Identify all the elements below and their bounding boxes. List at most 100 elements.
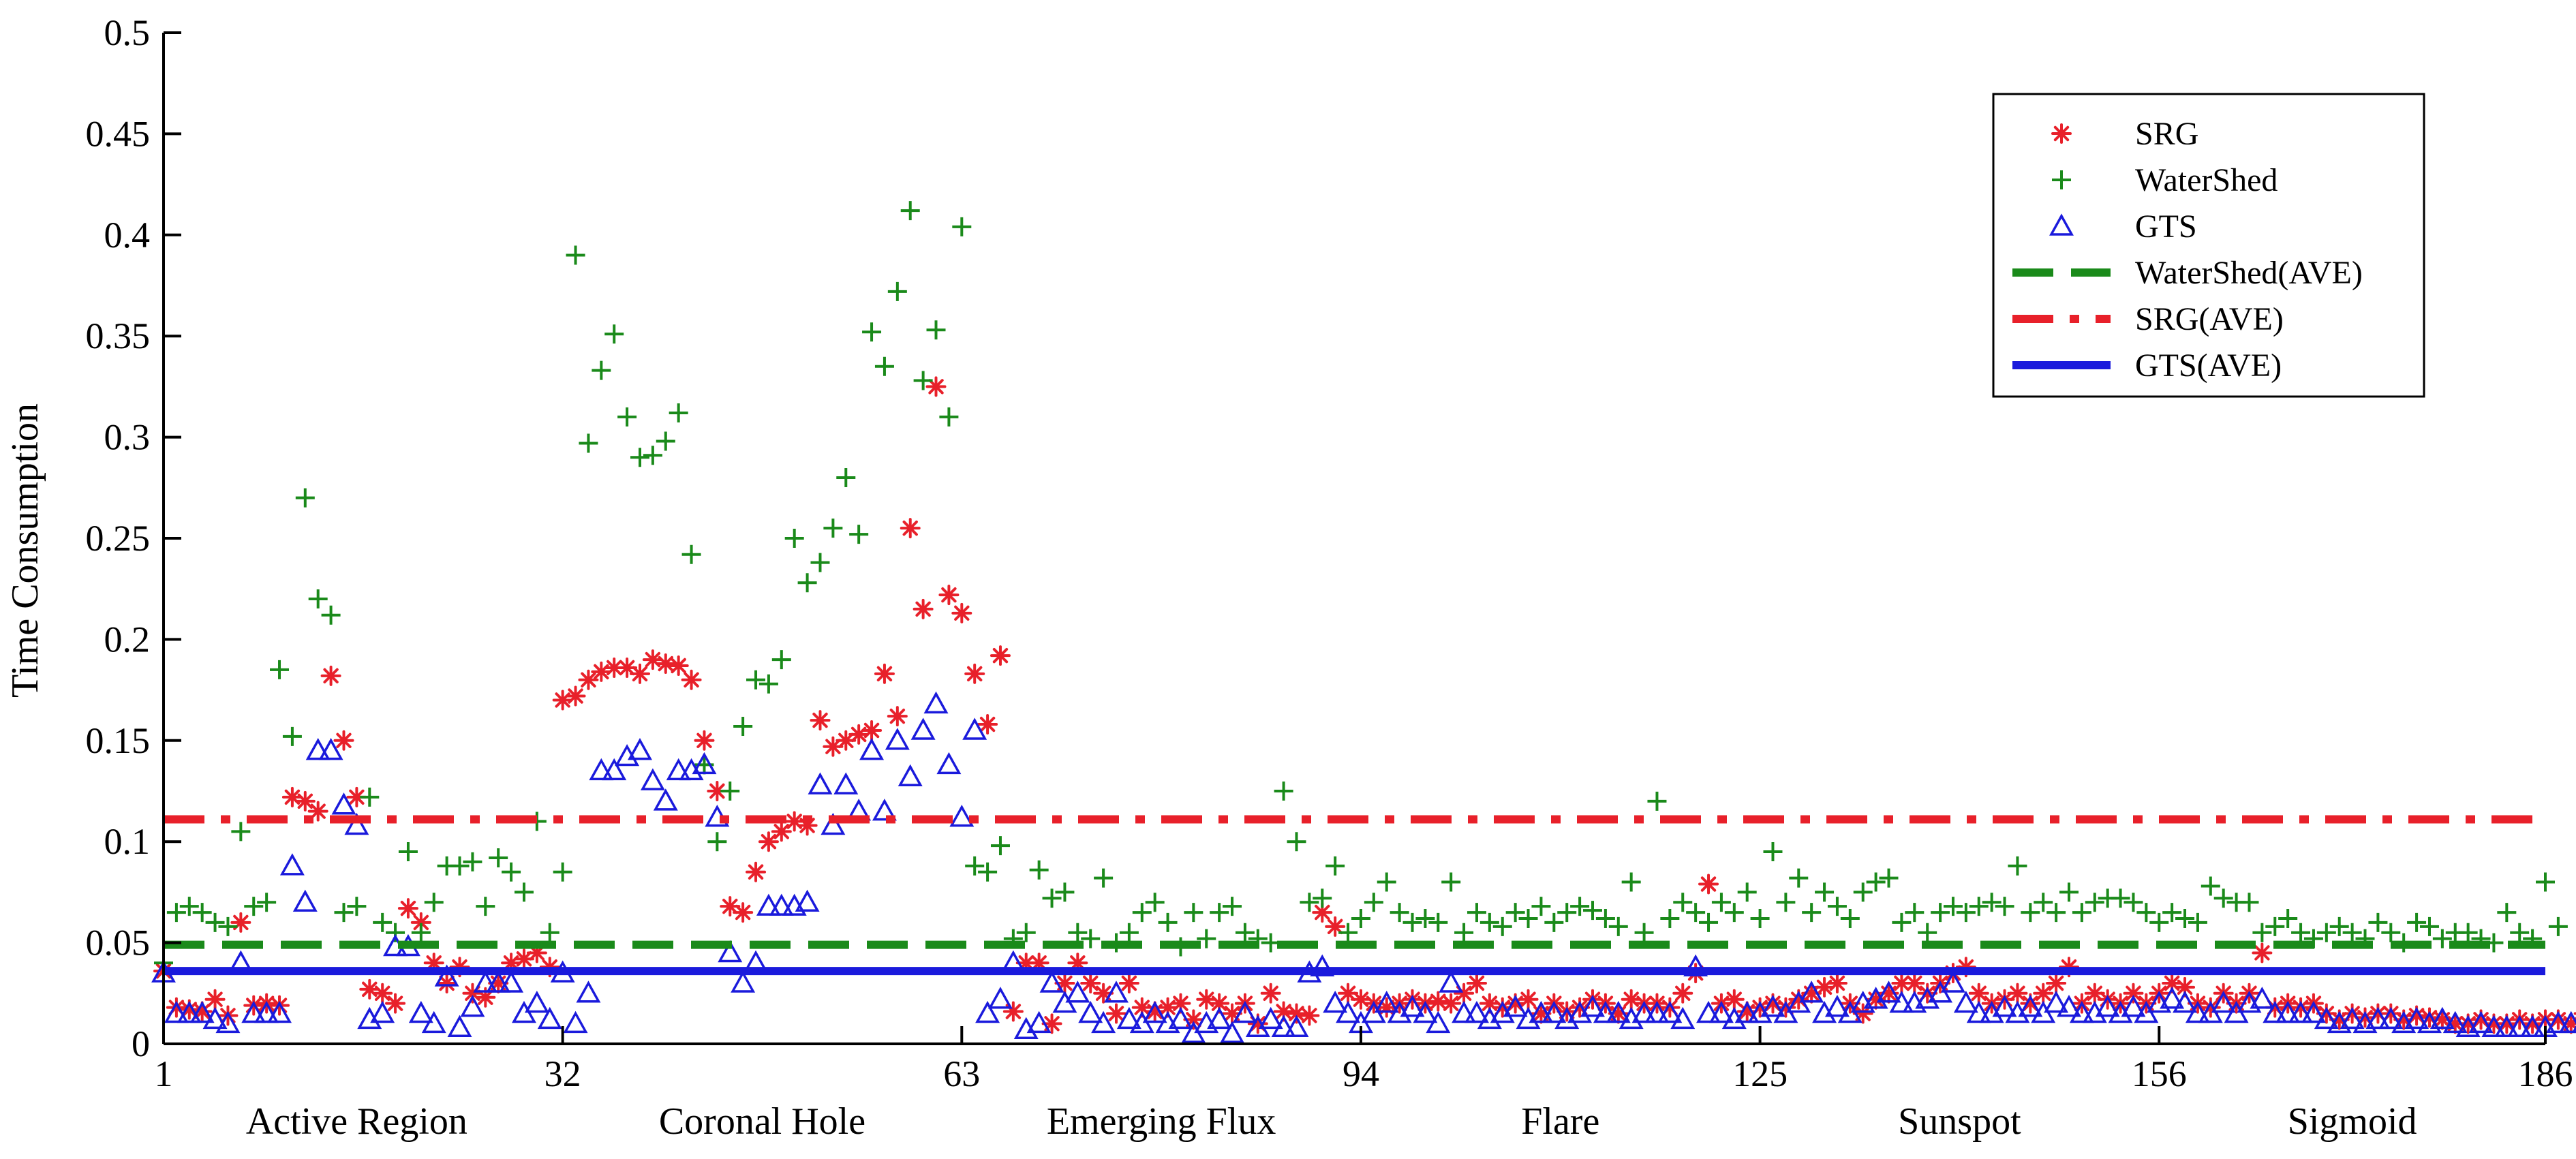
gts-point — [666, 758, 691, 781]
srg-point — [1904, 972, 1925, 993]
watershed-point — [1210, 903, 1229, 923]
legend-label: GTS(AVE) — [2135, 347, 2282, 384]
series-srg — [153, 376, 2576, 1034]
watershed-point — [1956, 903, 1976, 923]
watershed-point — [308, 589, 328, 609]
watershed-point — [2407, 912, 2427, 932]
srg-point — [1826, 972, 1847, 993]
watershed-point — [450, 856, 470, 876]
gts-point — [2069, 1000, 2094, 1023]
gts-point — [1207, 1006, 1232, 1030]
srg-point — [925, 376, 947, 397]
y-tick-label: 0.3 — [104, 417, 151, 458]
watershed-point — [2085, 893, 2104, 912]
watershed-point — [398, 842, 418, 862]
watershed-point — [1223, 897, 1242, 916]
srg-point — [1273, 1001, 1294, 1022]
gts-point — [189, 1000, 215, 1023]
gts-point — [1439, 970, 1464, 993]
watershed-point — [1595, 908, 1615, 928]
gts-point — [1374, 991, 1399, 1013]
gts-point — [808, 772, 833, 794]
srg-point — [385, 993, 406, 1014]
watershed-point — [295, 488, 315, 508]
watershed-point — [2548, 916, 2568, 936]
watershed-point — [166, 903, 186, 923]
watershed-point — [1673, 893, 1693, 912]
gts-point — [589, 758, 614, 781]
watershed-point — [784, 529, 804, 548]
gts-point — [2429, 1006, 2455, 1030]
watershed-point — [282, 726, 302, 746]
watershed-point — [1479, 912, 1499, 932]
watershed-point — [2213, 888, 2233, 908]
y-axis-title: Time Consumption — [4, 403, 46, 698]
srg-point — [913, 598, 934, 619]
gts-point — [1696, 1000, 1721, 1023]
watershed-point — [874, 356, 894, 376]
y-tick-label: 0.25 — [86, 518, 151, 559]
gts-point — [987, 987, 1013, 1009]
watershed-point — [553, 862, 572, 882]
watershed-point — [926, 320, 946, 340]
gts-point — [872, 799, 897, 821]
gts-point — [1194, 1010, 1219, 1034]
watershed-point — [2458, 923, 2478, 942]
watershed-point — [321, 605, 341, 625]
legend-marker-srg — [2051, 123, 2072, 144]
watershed-point — [1415, 908, 1435, 928]
watershed-point — [2111, 888, 2130, 908]
gts-point — [254, 1000, 279, 1023]
srg-point — [1968, 983, 1989, 1004]
gts-point — [202, 1006, 228, 1030]
watershed-point — [1081, 929, 1101, 948]
watershed-point — [2201, 876, 2220, 896]
gts-point — [975, 1000, 1000, 1023]
watershed-point — [1776, 893, 1796, 912]
watershed-point — [617, 407, 637, 427]
srg-point — [720, 896, 741, 917]
watershed-point — [1287, 832, 1306, 852]
gts-point — [408, 1000, 433, 1023]
watershed-point — [2008, 856, 2027, 876]
gts-point — [1271, 1015, 1296, 1038]
average-lines — [164, 815, 2545, 976]
gts-point — [267, 1000, 292, 1023]
watershed-point — [1016, 923, 1036, 942]
watershed-point — [2419, 916, 2439, 936]
gts-point — [1452, 1000, 1477, 1023]
gts-point — [910, 717, 936, 740]
gts-point — [2468, 1010, 2494, 1034]
watershed-point — [2059, 882, 2079, 902]
watershed-point — [1789, 868, 1809, 888]
gts-point — [1966, 1000, 1991, 1023]
watershed-point — [643, 446, 662, 465]
watershed-point — [1377, 872, 1396, 892]
srg-point — [1441, 993, 1462, 1014]
srg-point — [1106, 1003, 1126, 1024]
watershed-point — [1724, 903, 1744, 923]
legend-label: WaterShed — [2135, 162, 2278, 198]
watershed-point — [1300, 893, 1319, 912]
gts-point — [1464, 1000, 1489, 1023]
srg-point — [810, 710, 831, 731]
watershed-point — [334, 903, 354, 923]
gts-point — [936, 752, 962, 775]
y-tick-label: 0.1 — [104, 821, 151, 862]
gts-point — [962, 717, 987, 740]
watershed-point — [360, 787, 380, 807]
y-tick-label: 0.4 — [104, 215, 151, 256]
gts-point — [499, 970, 524, 993]
gts-point — [1670, 1006, 1696, 1030]
category-label: Sunspot — [1898, 1100, 2021, 1143]
x-tick-label: 32 — [545, 1053, 581, 1094]
watershed-point — [2381, 923, 2401, 942]
gts-point — [1220, 1021, 1245, 1043]
srg-point — [204, 989, 226, 1010]
srg-point — [1196, 989, 1217, 1010]
gts-point — [756, 893, 781, 916]
y-tick-label: 0 — [132, 1023, 150, 1064]
watershed-point — [1634, 923, 1654, 942]
gts-point — [2301, 1000, 2326, 1023]
srg-point — [746, 861, 767, 882]
